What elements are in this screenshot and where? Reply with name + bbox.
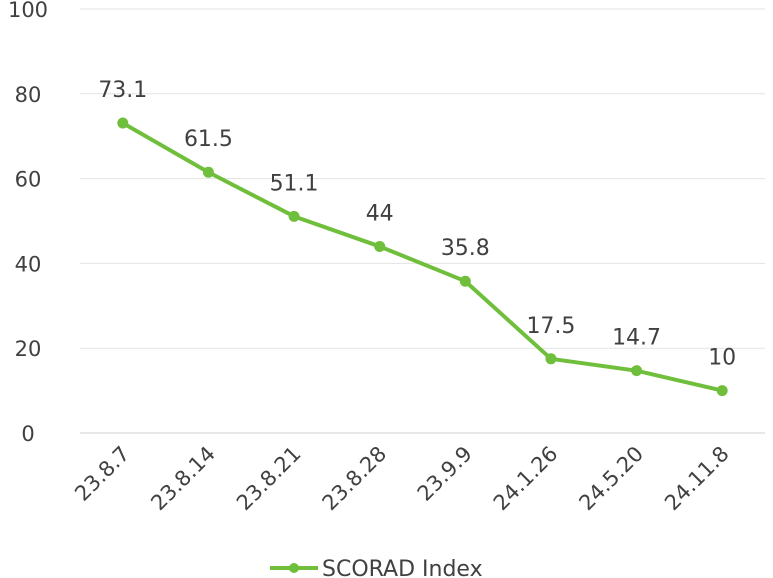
x-tick-label: 23.9.9 [413, 442, 477, 506]
x-tick-label: 23.8.14 [146, 442, 220, 516]
data-label: 73.1 [98, 78, 147, 103]
data-point [459, 275, 471, 287]
data-point [716, 385, 728, 397]
y-tick-label: 80 [15, 83, 42, 107]
series-layer: 73.1 61.5 51.1 44 35.8 17.5 14.7 10 [98, 78, 736, 397]
data-label: 10 [708, 346, 736, 371]
y-tick-label: 60 [15, 168, 42, 192]
legend-marker-swatch [289, 563, 299, 573]
x-tick-label: 23.8.7 [70, 442, 134, 506]
data-point [117, 117, 129, 129]
x-axis-ticks: 23.8.7 23.8.14 23.8.21 23.8.28 23.9.9 24.1.26… [70, 442, 734, 516]
data-label: 51.1 [270, 171, 319, 196]
legend: SCORAD Index [270, 557, 483, 578]
y-tick-label: 40 [15, 252, 42, 276]
y-tick-label: 0 [21, 422, 34, 446]
x-tick-label: 23.8.28 [318, 442, 392, 516]
y-axis-ticks: 0 20 40 60 80 100 [8, 0, 48, 446]
data-point [631, 365, 643, 377]
data-point [202, 166, 214, 178]
x-tick-label: 24.5.20 [574, 442, 648, 516]
y-tick-label: 20 [15, 337, 42, 361]
legend-label: SCORAD Index [322, 557, 483, 578]
data-point [288, 210, 300, 222]
x-tick-label: 24.11.8 [660, 442, 734, 516]
data-point [545, 353, 557, 365]
gridlines [80, 8, 765, 434]
x-tick-label: 24.1.26 [489, 442, 563, 516]
data-label: 44 [366, 201, 394, 226]
y-tick-label: 100 [8, 0, 48, 22]
data-label: 14.7 [612, 326, 661, 351]
data-point [374, 240, 386, 252]
data-label: 35.8 [441, 236, 490, 261]
series-line [120, 121, 725, 393]
data-label: 61.5 [184, 127, 233, 152]
data-label: 17.5 [526, 314, 575, 339]
x-tick-label: 23.8.21 [232, 442, 306, 516]
